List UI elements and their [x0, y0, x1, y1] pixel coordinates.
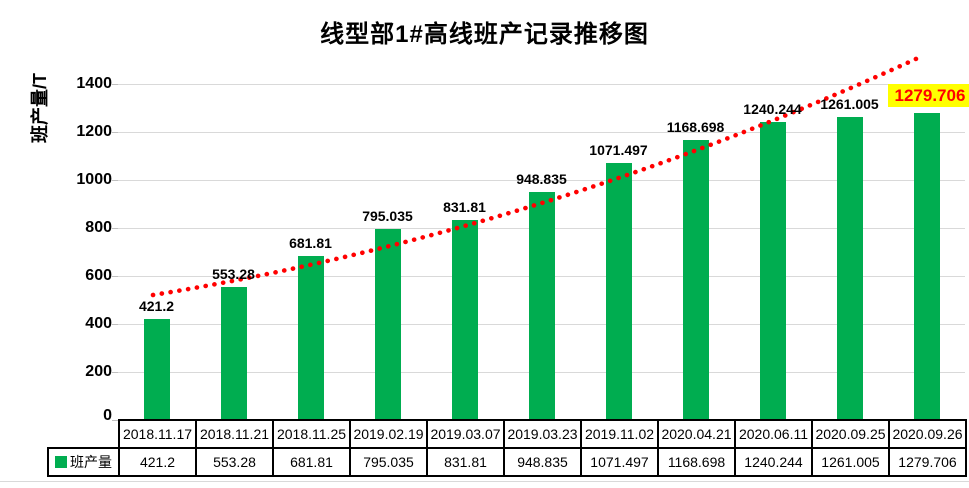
- y-axis-tick-mark: [112, 84, 118, 85]
- chart-title: 线型部1#高线班产记录推移图: [320, 21, 649, 48]
- bar-label: 831.81: [443, 199, 486, 216]
- value-cell: 1279.706: [888, 447, 967, 477]
- value-cell: 681.81: [272, 447, 351, 477]
- y-axis-tick-label: 600: [85, 267, 112, 284]
- y-axis-tick-label: 400: [85, 315, 112, 332]
- bar-label: 1071.497: [589, 141, 648, 158]
- gridline: [118, 84, 965, 85]
- y-axis-tick-label: 0: [103, 407, 112, 424]
- bar-label: 1168.698: [666, 118, 725, 135]
- bar: [297, 256, 324, 420]
- bar-label: 553.28: [212, 266, 255, 283]
- bar: [451, 220, 478, 420]
- category-cell: 2019.03.07: [426, 419, 505, 449]
- y-axis-tick-mark: [112, 324, 118, 325]
- bar: [374, 229, 401, 420]
- bar: [682, 139, 709, 420]
- bar-label: 1261.005: [820, 96, 879, 113]
- category-cell: 2018.11.17: [118, 419, 197, 449]
- y-axis-tick-label: 1400: [76, 75, 112, 92]
- category-cell: 2018.11.25: [272, 419, 351, 449]
- legend-cell: 班产量: [47, 447, 120, 477]
- bar: [605, 162, 632, 420]
- y-axis-tick-label: 1200: [76, 123, 112, 140]
- value-cell: 795.035: [349, 447, 428, 477]
- bar: [913, 112, 940, 420]
- y-axis-title: 班产量/T: [30, 73, 50, 143]
- category-cell: 2020.09.25: [811, 419, 890, 449]
- y-axis-tick-mark: [112, 180, 118, 181]
- bottom-divider: [0, 481, 969, 482]
- bar: [759, 122, 786, 420]
- legend-swatch-icon: [55, 456, 67, 468]
- category-cell: 2019.11.02: [580, 419, 659, 449]
- y-axis-tick-mark: [112, 228, 118, 229]
- y-axis-tick-label: 800: [85, 219, 112, 236]
- table-ghost-cell: [48, 420, 119, 448]
- category-cell: 2019.03.23: [503, 419, 582, 449]
- value-cell: 553.28: [195, 447, 274, 477]
- bar: [143, 318, 170, 420]
- bar: [220, 287, 247, 420]
- bar: [528, 192, 555, 420]
- value-cell: 1261.005: [811, 447, 890, 477]
- value-cell: 1071.497: [580, 447, 659, 477]
- category-cell: 2020.09.26: [888, 419, 967, 449]
- bar-label-highlighted: 1279.706: [887, 83, 969, 107]
- value-cell: 421.2: [118, 447, 197, 477]
- value-cell: 1240.244: [734, 447, 813, 477]
- table-row-categories: 2018.11.17 2018.11.21 2018.11.25 2019.02.19…: [48, 419, 967, 449]
- category-cell: 2018.11.21: [195, 419, 274, 449]
- y-axis-tick-label: 1000: [76, 171, 112, 188]
- value-cell: 1168.698: [657, 447, 736, 477]
- data-table: 2018.11.17 2018.11.21 2018.11.25 2019.02.19…: [47, 419, 967, 477]
- value-cell: 831.81: [426, 447, 505, 477]
- y-axis-tick-mark: [112, 372, 118, 373]
- y-axis-tick-mark: [112, 420, 118, 421]
- y-axis-tick-mark: [112, 132, 118, 133]
- legend-label: 班产量: [70, 454, 112, 470]
- bar-label: 421.2: [138, 297, 175, 314]
- category-cell: 2020.04.21: [657, 419, 736, 449]
- value-cell: 948.835: [503, 447, 582, 477]
- category-cell: 2019.02.19: [349, 419, 428, 449]
- bar-label: 948.835: [516, 171, 567, 188]
- category-cell: 2020.06.11: [734, 419, 813, 449]
- bar: [836, 117, 863, 420]
- y-axis-tick-mark: [112, 276, 118, 277]
- table-row-values: 班产量 421.2 553.28 681.81 795.035 831.81 948.835…: [47, 447, 967, 477]
- bar-label: 681.81: [289, 235, 332, 252]
- y-axis-tick-label: 200: [85, 363, 112, 380]
